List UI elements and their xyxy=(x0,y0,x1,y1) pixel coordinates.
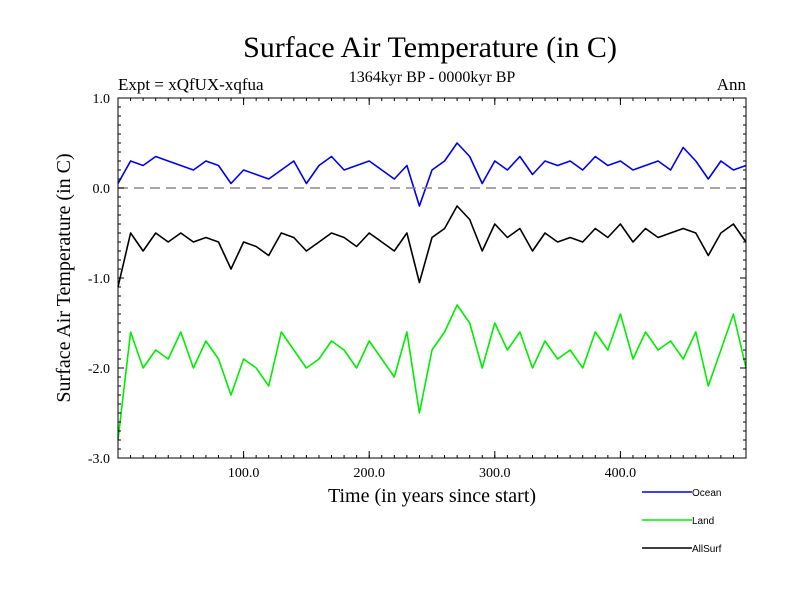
x-tick-label: 300.0 xyxy=(479,466,511,481)
y-axis-label: Surface Air Temperature (in C) xyxy=(53,153,75,402)
y-tick-label: 0.0 xyxy=(93,182,111,197)
plot-frame xyxy=(117,97,747,459)
x-tick-label: 200.0 xyxy=(353,466,385,481)
series-line-allsurf xyxy=(117,205,747,288)
legend-label-ocean: Ocean xyxy=(692,488,721,499)
series-line-land xyxy=(117,304,747,441)
series-line-ocean xyxy=(117,142,747,207)
y-tick-label: -3.0 xyxy=(88,452,110,467)
chart-subtitle: 1364kyr BP - 0000kyr BP xyxy=(349,69,516,86)
chart-title: Surface Air Temperature (in C) xyxy=(243,31,617,64)
experiment-label: Expt = xQfUX-xqfua xyxy=(118,75,264,94)
y-tick-label: -2.0 xyxy=(88,362,110,377)
series-layer xyxy=(117,142,747,441)
legend-label-land: Land xyxy=(692,516,714,527)
x-tick-label: 100.0 xyxy=(228,466,260,481)
legend-label-allsurf: AllSurf xyxy=(692,544,722,555)
ticks-layer: -3.0 -2.0 -1.0 0.0 1.0 100.0 200.0 300.0 400.0 xyxy=(88,92,746,481)
x-axis-label: Time (in years since start) xyxy=(328,485,536,507)
season-label: Ann xyxy=(717,75,747,94)
y-tick-label: -1.0 xyxy=(88,272,110,287)
legend: Ocean Land AllSurf xyxy=(642,488,722,555)
y-tick-label: 1.0 xyxy=(93,92,111,107)
x-tick-label: 400.0 xyxy=(605,466,637,481)
